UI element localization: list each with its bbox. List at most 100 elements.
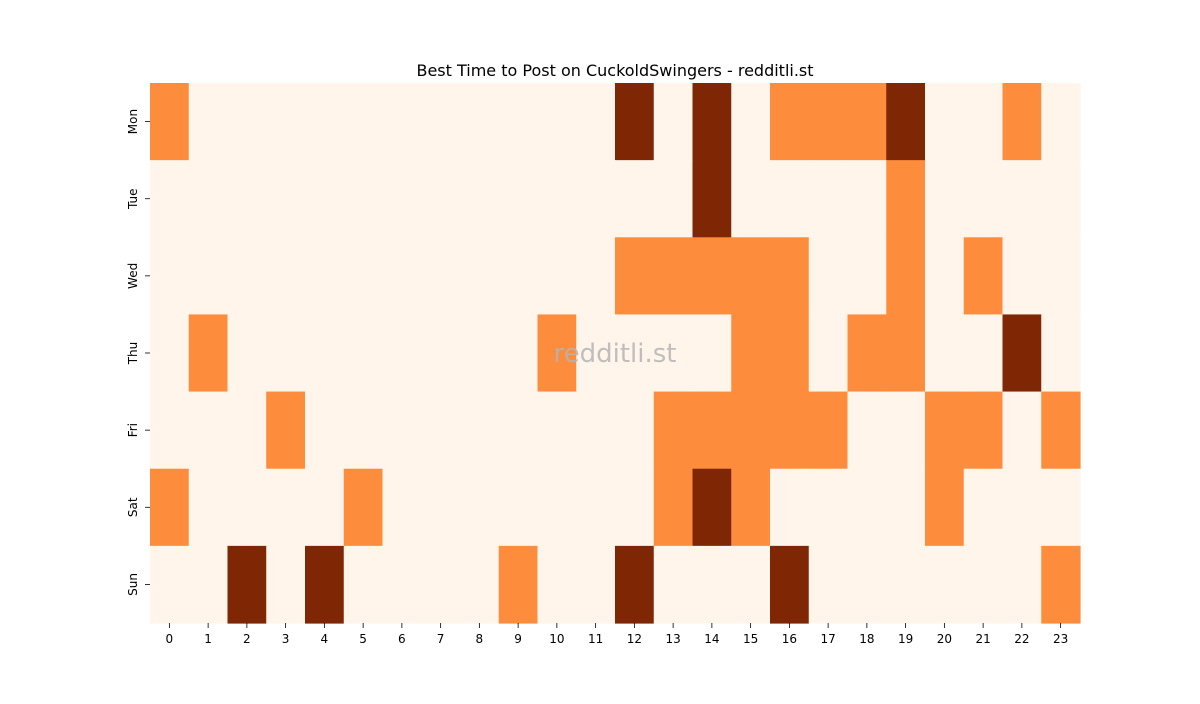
heatmap-cell-mon-13 bbox=[653, 83, 694, 161]
heatmap-cell-sat-18 bbox=[847, 468, 887, 547]
heatmap-cell-thu-20 bbox=[925, 314, 965, 393]
heatmap-cell-tue-16 bbox=[770, 160, 810, 238]
x-tick-label-7: 7 bbox=[437, 632, 445, 646]
heatmap-cell-sun-0 bbox=[150, 545, 190, 624]
heatmap-cell-fri-6 bbox=[382, 391, 422, 470]
x-tick-label-14: 14 bbox=[704, 632, 719, 646]
heatmap-cell-wed-18 bbox=[847, 237, 887, 316]
heatmap-cell-wed-1 bbox=[188, 237, 229, 316]
heatmap-cell-wed-22 bbox=[1002, 237, 1042, 316]
heatmap-cell-fri-0 bbox=[150, 391, 190, 470]
heatmap-cell-wed-15 bbox=[731, 237, 771, 316]
heatmap-cell-sat-6 bbox=[382, 468, 422, 547]
heatmap-cell-sun-21 bbox=[963, 545, 1004, 624]
heatmap-cell-tue-12 bbox=[615, 160, 655, 238]
x-tick-label-13: 13 bbox=[665, 632, 680, 646]
heatmap-cell-thu-18 bbox=[847, 314, 887, 393]
heatmap-cell-tue-1 bbox=[188, 160, 229, 238]
heatmap-cell-thu-10 bbox=[537, 314, 577, 393]
heatmap-cell-thu-8 bbox=[460, 314, 500, 393]
heatmap-cell-sun-22 bbox=[1002, 545, 1042, 624]
y-tick-label-wed: Wed bbox=[126, 263, 140, 289]
heatmap-cell-thu-19 bbox=[886, 314, 926, 393]
heatmap-cell-fri-15 bbox=[731, 391, 771, 470]
heatmap-cell-mon-1 bbox=[188, 83, 229, 161]
y-tick-label-sun: Sun bbox=[126, 573, 140, 596]
x-tick-label-8: 8 bbox=[476, 632, 484, 646]
heatmap-cell-tue-9 bbox=[498, 160, 539, 238]
heatmap-cell-wed-12 bbox=[615, 237, 655, 316]
heatmap-cell-fri-9 bbox=[498, 391, 539, 470]
heatmap-cell-mon-4 bbox=[305, 83, 345, 161]
heatmap-cell-sun-9 bbox=[498, 545, 539, 624]
heatmap-cell-fri-19 bbox=[886, 391, 926, 470]
heatmap-cell-sun-2 bbox=[227, 545, 267, 624]
x-tick-label-2: 2 bbox=[243, 632, 251, 646]
heatmap-cell-mon-19 bbox=[886, 83, 926, 161]
heatmap-cell-fri-17 bbox=[808, 391, 849, 470]
heatmap-cell-thu-2 bbox=[227, 314, 267, 393]
heatmap-cell-thu-7 bbox=[421, 314, 461, 393]
heatmap-cell-wed-13 bbox=[653, 237, 694, 316]
heatmap-cell-fri-23 bbox=[1041, 391, 1081, 470]
heatmap-cell-fri-22 bbox=[1002, 391, 1042, 470]
heatmap-cell-sun-11 bbox=[576, 545, 616, 624]
heatmap-cell-thu-17 bbox=[808, 314, 849, 393]
heatmap-cell-mon-2 bbox=[227, 83, 267, 161]
heatmap-cell-sun-17 bbox=[808, 545, 849, 624]
heatmap-cells bbox=[150, 83, 1081, 624]
y-tick-label-tue: Tue bbox=[126, 188, 140, 210]
heatmap-cell-mon-6 bbox=[382, 83, 422, 161]
heatmap-cell-sat-11 bbox=[576, 468, 616, 547]
heatmap-cell-wed-19 bbox=[886, 237, 926, 316]
heatmap-cell-sat-3 bbox=[266, 468, 306, 547]
heatmap-cell-sun-4 bbox=[305, 545, 345, 624]
x-tick-label-17: 17 bbox=[820, 632, 835, 646]
heatmap-cell-tue-6 bbox=[382, 160, 422, 238]
heatmap-cell-thu-11 bbox=[576, 314, 616, 393]
y-tick-label-fri: Fri bbox=[126, 423, 140, 437]
heatmap-cell-wed-6 bbox=[382, 237, 422, 316]
heatmap-cell-mon-11 bbox=[576, 83, 616, 161]
heatmap-cell-mon-10 bbox=[537, 83, 577, 161]
heatmap-cell-thu-5 bbox=[343, 314, 384, 393]
heatmap-cell-tue-8 bbox=[460, 160, 500, 238]
x-tick-label-15: 15 bbox=[743, 632, 758, 646]
heatmap-cell-fri-11 bbox=[576, 391, 616, 470]
y-tick-label-mon: Mon bbox=[126, 109, 140, 134]
heatmap-cell-mon-18 bbox=[847, 83, 887, 161]
heatmap-cell-tue-11 bbox=[576, 160, 616, 238]
heatmap-cell-sat-10 bbox=[537, 468, 577, 547]
x-tick-label-22: 22 bbox=[1014, 632, 1029, 646]
heatmap-cell-wed-21 bbox=[963, 237, 1004, 316]
y-axis: Mon Tue Wed Thu Fri Sat Sun bbox=[126, 109, 150, 596]
heatmap-cell-sun-7 bbox=[421, 545, 461, 624]
heatmap-cell-thu-13 bbox=[653, 314, 694, 393]
x-tick-label-12: 12 bbox=[627, 632, 642, 646]
heatmap-cell-thu-9 bbox=[498, 314, 539, 393]
heatmap-cell-sat-12 bbox=[615, 468, 655, 547]
heatmap-cell-sat-9 bbox=[498, 468, 539, 547]
x-tick-label-19: 19 bbox=[898, 632, 913, 646]
heatmap-cell-fri-3 bbox=[266, 391, 306, 470]
heatmap-cell-thu-12 bbox=[615, 314, 655, 393]
heatmap-cell-sat-22 bbox=[1002, 468, 1042, 547]
heatmap-cell-fri-5 bbox=[343, 391, 384, 470]
heatmap-cell-tue-4 bbox=[305, 160, 345, 238]
heatmap-cell-mon-17 bbox=[808, 83, 849, 161]
heatmap-cell-sun-16 bbox=[770, 545, 810, 624]
heatmap-cell-wed-11 bbox=[576, 237, 616, 316]
heatmap-cell-wed-20 bbox=[925, 237, 965, 316]
heatmap-cell-sat-15 bbox=[731, 468, 771, 547]
heatmap-cell-sun-14 bbox=[692, 545, 732, 624]
heatmap-cell-tue-2 bbox=[227, 160, 267, 238]
heatmap-cell-thu-14 bbox=[692, 314, 732, 393]
heatmap-cell-wed-3 bbox=[266, 237, 306, 316]
heatmap-cell-sat-1 bbox=[188, 468, 229, 547]
heatmap-cell-sat-5 bbox=[343, 468, 384, 547]
heatmap-cell-wed-16 bbox=[770, 237, 810, 316]
heatmap-cell-tue-10 bbox=[537, 160, 577, 238]
heatmap-cell-wed-2 bbox=[227, 237, 267, 316]
heatmap-cell-tue-14 bbox=[692, 160, 732, 238]
heatmap-cell-thu-6 bbox=[382, 314, 422, 393]
